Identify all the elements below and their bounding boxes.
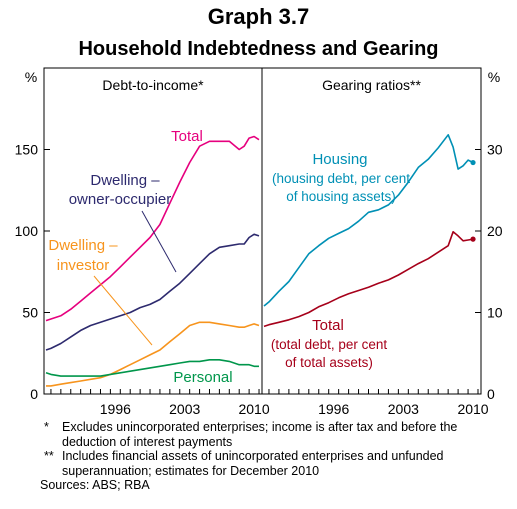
x-tick-label: 1996 [318, 401, 349, 417]
label-housing-3: of housing assets) [286, 189, 396, 204]
series-personal-line [45, 358, 259, 377]
footnote-1-mark: * [44, 420, 49, 434]
left-y-tick-label: 0 [30, 386, 38, 402]
series-total-debt-line [45, 135, 260, 322]
left-panel-title: Debt-to-income* [102, 77, 204, 93]
footnote-2-mark: ** [44, 449, 54, 463]
x-tick-label: 2003 [388, 401, 419, 417]
footnote-1-text: Excludes unincorporated enterprises; inc… [62, 420, 458, 449]
housing-end-marker [470, 159, 476, 166]
series-total-gearing-line [263, 231, 474, 328]
label-housing-2: (housing debt, per cent [272, 171, 410, 186]
x-tick-label: 2010 [238, 401, 269, 417]
series-owner-occupier-line [45, 233, 260, 351]
sources: Sources: ABS; RBA [40, 478, 150, 492]
left-y-tick-label: 100 [15, 223, 39, 239]
chart-canvas: % %Debt-to-income* Gearing ratios**0501001… [15, 67, 503, 417]
label-total: Total [171, 128, 203, 145]
right-y-tick-label: 30 [487, 142, 503, 158]
label-housing-1: Housing [312, 151, 367, 168]
label-owner-occupier-2: owner-occupier [69, 191, 172, 208]
right-y-tick-label: 0 [487, 386, 495, 402]
chart-subtitle: Household Indebtedness and Gearing [78, 38, 439, 60]
left-y-tick-label: 150 [15, 142, 39, 158]
right-panel-title: Gearing ratios** [322, 77, 421, 93]
label-investor-2: investor [57, 257, 110, 274]
right-y-tick-label: 20 [487, 223, 503, 239]
series-investor-line [46, 321, 260, 387]
right-y-tick-label: 10 [487, 305, 503, 321]
x-tick-label: 2003 [169, 401, 200, 417]
label-total-gearing-3: of total assets) [285, 355, 373, 370]
footnotes: * Excludes unincorporated enterprises; i… [40, 420, 509, 493]
label-owner-occupier-1: Dwelling – [90, 172, 160, 189]
label-total-gearing-2: (total debt, per cent [271, 337, 388, 352]
footnote-2-text: Includes financial assets of unincorpora… [62, 449, 444, 478]
left-y-tick-label: 50 [22, 305, 38, 321]
footnote-2: ** Includes financial assets of unincorp… [44, 449, 509, 478]
owner-occupier-pointer [141, 210, 177, 273]
right-y-unit: % [488, 69, 500, 85]
total-end-marker [470, 236, 476, 242]
footnote-1: * Excludes unincorporated enterprises; i… [44, 420, 509, 449]
label-investor-1: Dwelling – [48, 237, 118, 254]
x-tick-label: 2010 [457, 401, 488, 417]
series-housing-gearing-line [263, 134, 474, 307]
investor-pointer [93, 275, 153, 346]
label-total-gearing-1: Total [312, 317, 344, 334]
chart-title: Graph 3.7 [207, 4, 310, 29]
left-y-unit: % [25, 69, 37, 85]
x-tick-label: 1996 [100, 401, 131, 417]
label-personal: Personal [173, 369, 232, 386]
